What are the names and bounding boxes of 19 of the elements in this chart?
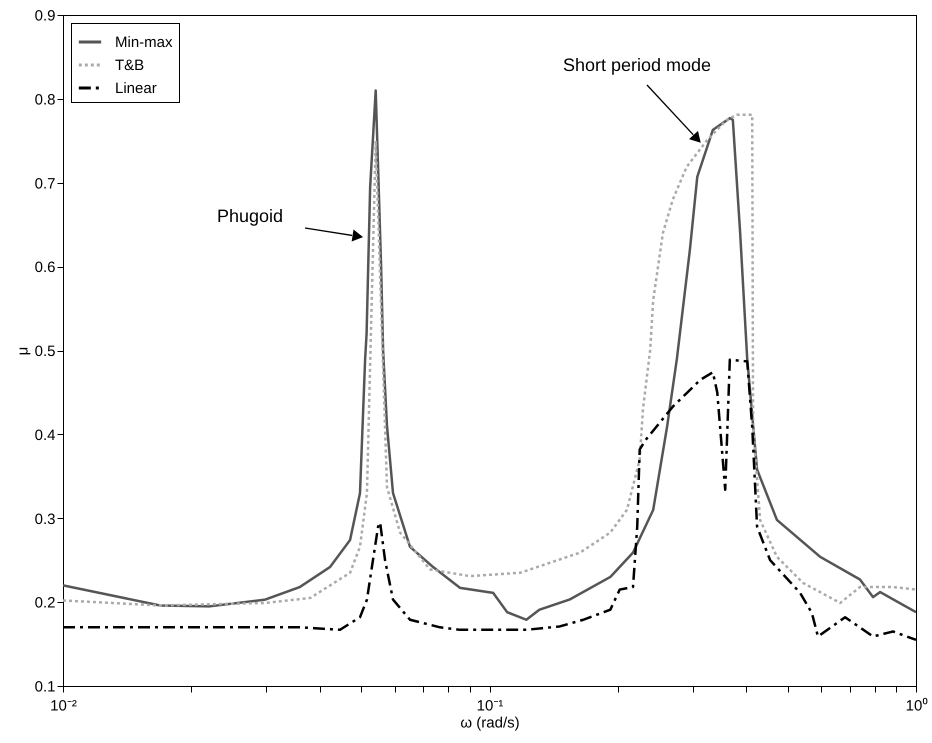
- x-tick-label: 10⁰: [906, 698, 928, 714]
- y-tick-label: 0.9: [34, 8, 56, 24]
- y-tick-label: 0.3: [34, 510, 56, 528]
- y-axis-title: μ: [14, 346, 32, 356]
- x-tick-label: 10⁻¹: [476, 698, 504, 714]
- legend-label: T&B: [115, 57, 144, 74]
- y-tick-label: 0.8: [34, 91, 56, 108]
- annotation: Phugoid: [216, 206, 284, 226]
- annotation: Short period mode: [562, 55, 712, 75]
- x-axis-title: ω (rad/s): [460, 714, 520, 732]
- y-tick-label: 0.5: [34, 343, 56, 360]
- y-tick-label: 0.4: [34, 426, 56, 444]
- legend-label: Min-max: [115, 34, 173, 51]
- x-tick-label: 10⁻²: [50, 698, 77, 714]
- y-tick-label: 0.2: [34, 594, 56, 612]
- legend-label: Linear: [115, 80, 157, 97]
- y-tick-label: 0.1: [34, 678, 56, 696]
- y-tick-label: 0.6: [34, 259, 56, 276]
- y-tick-label: 0.7: [34, 175, 56, 192]
